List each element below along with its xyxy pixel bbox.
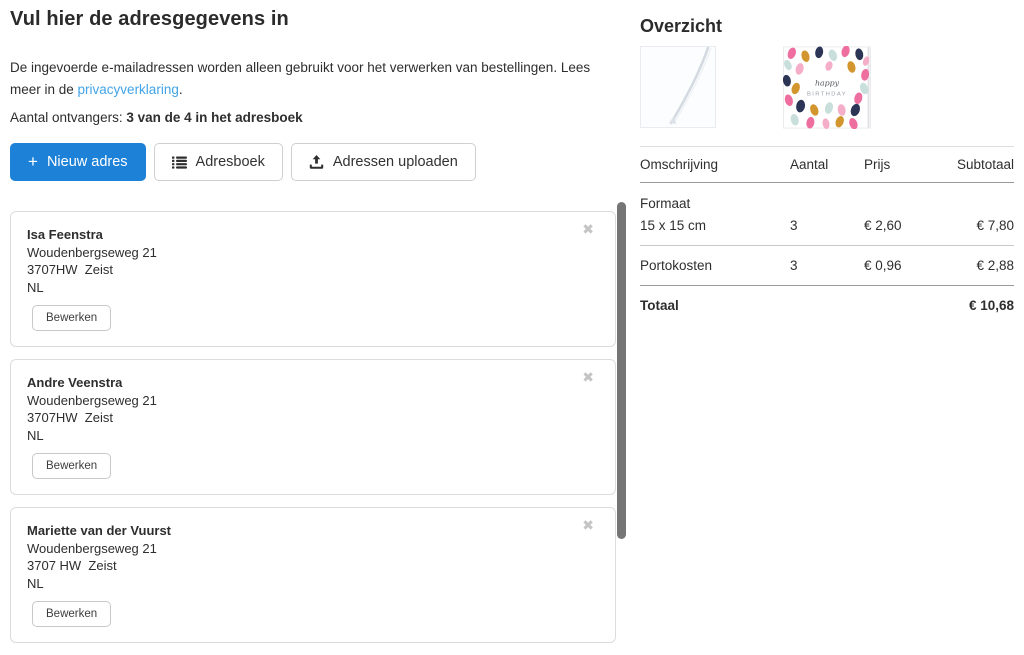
summary-row-formaat: 15 x 15 cm 3 € 2,60 € 7,80	[640, 211, 1014, 246]
header-aantal: Aantal	[790, 146, 864, 183]
new-address-label: Nieuw adres	[46, 153, 128, 170]
recipients-count: Aantal ontvangers: 3 van de 4 in het adr…	[10, 108, 616, 128]
address-list-scrollbar[interactable]	[617, 202, 626, 539]
list-icon	[171, 156, 187, 169]
address-country: NL	[27, 279, 44, 295]
row-qty: 3	[790, 245, 864, 286]
address-country: NL	[27, 427, 44, 443]
address-city: 3707HW Zeist	[27, 262, 113, 277]
summary-title: Overzicht	[640, 16, 723, 36]
row-label: Portokosten	[640, 245, 790, 286]
header-omschrijving: Omschrijving	[640, 146, 790, 183]
header-prijs: Prijs	[864, 146, 944, 183]
upload-icon	[309, 155, 324, 169]
address-book-button[interactable]: Adresboek	[153, 143, 283, 181]
order-summary: Overzicht	[640, 0, 1014, 325]
address-card: ✖ Andre Veenstra Woudenbergseweg 21 3707…	[10, 359, 616, 495]
summary-row-portokosten: Portokosten 3 € 0,96 € 2,88	[640, 245, 1014, 286]
summary-header-row: Omschrijving Aantal Prijs Subtotaal	[640, 146, 1014, 183]
address-section: Vul hier de adresgegevens in De ingevoer…	[10, 0, 616, 655]
address-list: ✖ Isa Feenstra Woudenbergseweg 21 3707HW…	[10, 211, 616, 643]
total-value: € 10,68	[968, 298, 1014, 313]
address-toolbar: + Nieuw adres Adresboek	[10, 143, 616, 181]
address-street: Woudenbergseweg 21	[27, 244, 157, 260]
envelope-thumbnail	[640, 46, 716, 133]
address-name: Mariette van der Vuurst	[27, 523, 172, 538]
remove-address-icon[interactable]: ✖	[582, 369, 594, 385]
row-label: 15 x 15 cm	[640, 211, 790, 246]
header-subtotaal: Subtotaal	[944, 146, 1014, 183]
privacy-note-text: De ingevoerde e-mailadressen worden alle…	[10, 60, 591, 97]
row-subtotal: € 7,80	[944, 211, 1014, 246]
edit-address-button[interactable]: Bewerken	[32, 453, 112, 479]
address-card: ✖ Isa Feenstra Woudenbergseweg 21 3707HW…	[10, 211, 616, 347]
birthday-card-thumbnail: happy BIRTHDAY	[782, 45, 871, 134]
address-name: Andre Veenstra	[27, 375, 123, 390]
upload-addresses-label: Adressen uploaden	[332, 153, 458, 170]
remove-address-icon[interactable]: ✖	[582, 517, 594, 533]
page-title: Vul hier de adresgegevens in	[10, 8, 289, 30]
row-price: € 2,60	[864, 211, 944, 246]
address-street: Woudenbergseweg 21	[27, 392, 157, 408]
row-subtotal: € 2,88	[944, 245, 1014, 286]
address-street: Woudenbergseweg 21	[27, 540, 157, 556]
edit-address-button[interactable]: Bewerken	[32, 305, 112, 331]
privacy-note-period: .	[178, 82, 183, 97]
row-price: € 0,96	[864, 245, 944, 286]
product-thumbnails: happy BIRTHDAY	[640, 45, 1014, 134]
card-text-birthday: BIRTHDAY	[807, 91, 847, 97]
summary-group-row: Formaat	[640, 183, 1014, 211]
address-city: 3707 HW Zeist	[27, 558, 117, 573]
group-label: Formaat	[640, 196, 691, 211]
address-name: Isa Feenstra	[27, 227, 103, 242]
summary-total-row: Totaal € 10,68	[640, 286, 1014, 326]
address-book-label: Adresboek	[195, 153, 265, 170]
card-text-happy: happy	[815, 79, 840, 88]
summary-table: Omschrijving Aantal Prijs Subtotaal Form…	[640, 146, 1014, 325]
remove-address-icon[interactable]: ✖	[582, 221, 594, 237]
plus-icon: +	[28, 152, 38, 171]
recipients-label: Aantal ontvangers:	[10, 110, 127, 125]
edit-address-button[interactable]: Bewerken	[32, 601, 112, 627]
recipients-value: 3 van de 4 in het adresboek	[126, 110, 303, 125]
address-country: NL	[27, 575, 44, 591]
new-address-button[interactable]: + Nieuw adres	[10, 143, 146, 181]
address-city: 3707HW Zeist	[27, 410, 113, 425]
privacy-link[interactable]: privacyverklaring	[77, 82, 179, 97]
row-qty: 3	[790, 211, 864, 246]
upload-addresses-button[interactable]: Adressen uploaden	[290, 143, 476, 181]
address-card: ✖ Mariette van der Vuurst Woudenbergsewe…	[10, 507, 616, 643]
total-label: Totaal	[640, 298, 679, 313]
privacy-note: De ingevoerde e-mailadressen worden alle…	[10, 57, 614, 101]
